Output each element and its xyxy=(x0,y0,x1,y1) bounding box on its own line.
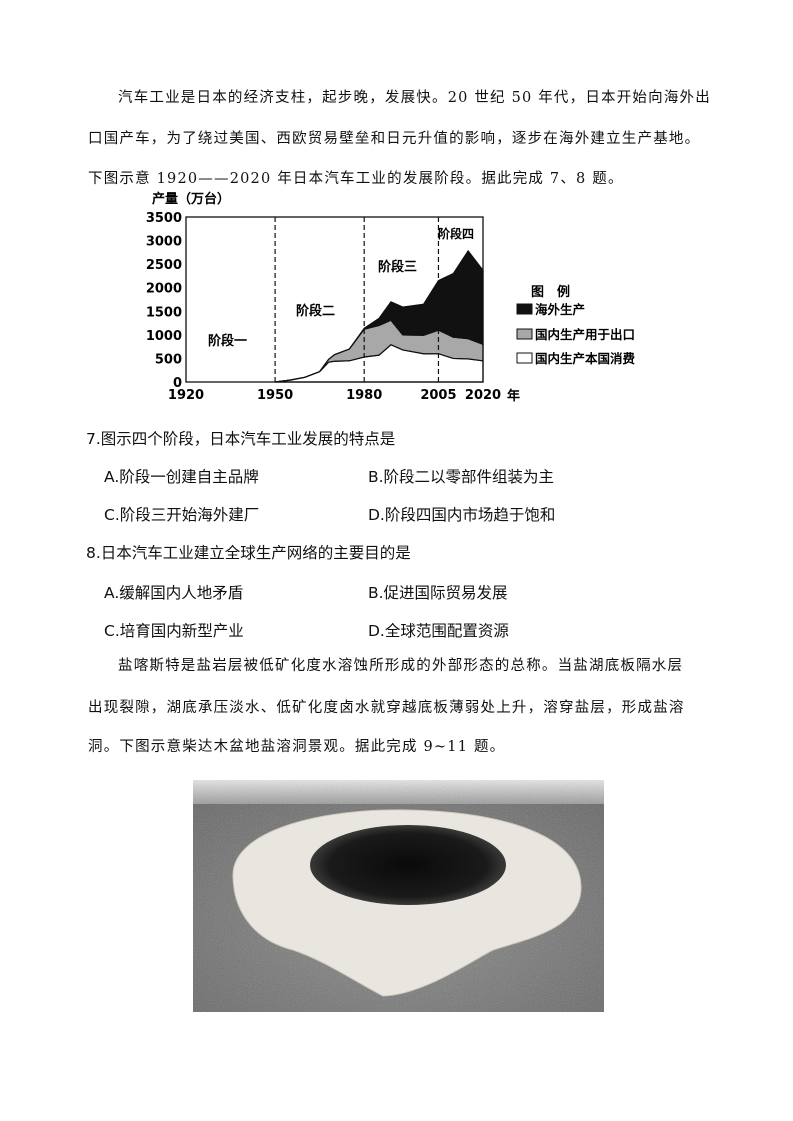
stage-label-3: 阶段三 xyxy=(378,259,417,275)
question-8-option-d: D.全球范围配置资源 xyxy=(368,622,509,640)
intro2-line-3: 洞。下图示意柴达木盆地盐溶洞景观。据此完成 9~11 题。 xyxy=(88,739,506,755)
stage-label-2: 阶段二 xyxy=(296,303,335,319)
intro1-line-3: 下图示意 1920——2020 年日本汽车工业的发展阶段。据此完成 7、8 题。 xyxy=(88,171,624,187)
intro1-line-1: 汽车工业是日本的经济支柱，起步晚，发展快。20 世纪 50 年代，日本开始向海外… xyxy=(118,90,711,106)
x-tick-label: 1980 xyxy=(346,388,382,403)
legend-swatch xyxy=(516,352,533,364)
x-tick-label: 2020 xyxy=(465,388,501,403)
x-axis-label: 年 xyxy=(507,388,520,404)
stage-label-4: 阶段四 xyxy=(438,226,474,241)
question-8-stem: 8.日本汽车工业建立全球生产网络的主要目的是 xyxy=(86,544,411,562)
question-7-option-c: C.阶段三开始海外建厂 xyxy=(104,506,260,524)
production-chart: 产量（万台） 0 500 1000 1500 2000 2500 3000 3500 1920… xyxy=(146,191,636,404)
y-tick-label: 0 xyxy=(173,376,182,391)
y-tick-label: 2000 xyxy=(146,282,182,297)
y-tick-label: 1000 xyxy=(146,329,182,344)
salt-cave-photo xyxy=(193,780,604,1012)
question-7-option-d: D.阶段四国内市场趋于饱和 xyxy=(368,506,556,524)
legend-label: 海外生产 xyxy=(535,302,585,317)
question-7-stem: 7.图示四个阶段，日本汽车工业发展的特点是 xyxy=(86,430,396,448)
legend-swatch xyxy=(516,328,533,340)
y-tick-label: 1500 xyxy=(146,305,182,320)
y-tick-label: 2500 xyxy=(146,258,182,273)
legend-swatch xyxy=(516,303,533,315)
intro1-line-2: 口国产车，为了绕过美国、西欧贸易壁垒和日元升值的影响，逐步在海外建立生产基地。 xyxy=(88,131,701,147)
x-tick-label: 1920 xyxy=(168,388,204,403)
question-8-option-a: A.缓解国内人地矛盾 xyxy=(104,584,244,602)
y-tick-label: 3500 xyxy=(146,211,182,226)
legend-label: 国内生产用于出口 xyxy=(535,327,635,342)
x-tick-label: 1950 xyxy=(257,388,293,403)
y-tick-label: 500 xyxy=(155,352,182,367)
y-axis-label: 产量（万台） xyxy=(152,191,230,207)
intro2-line-2: 出现裂隙，湖底承压淡水、低矿化度卤水就穿越底板薄弱处上升，溶穿盐层，形成盐溶 xyxy=(88,700,685,716)
question-8-option-b: B.促进国际贸易发展 xyxy=(368,584,508,602)
plot-frame xyxy=(185,216,484,383)
legend-label: 国内生产本国消费 xyxy=(535,351,636,366)
question-8-option-c: C.培育国内新型产业 xyxy=(104,622,244,640)
stage-label-1: 阶段一 xyxy=(208,333,247,349)
y-tick-label: 3000 xyxy=(146,235,182,250)
question-7-option-b: B.阶段二以零部件组装为主 xyxy=(368,468,555,486)
x-tick-label: 2005 xyxy=(420,388,456,403)
intro2-line-1: 盐喀斯特是盐岩层被低矿化度水溶蚀所形成的外部形态的总称。当盐湖底板隔水层 xyxy=(118,658,684,674)
legend-title: 图 例 xyxy=(531,284,570,300)
question-7-option-a: A.阶段一创建自主品牌 xyxy=(104,468,259,486)
